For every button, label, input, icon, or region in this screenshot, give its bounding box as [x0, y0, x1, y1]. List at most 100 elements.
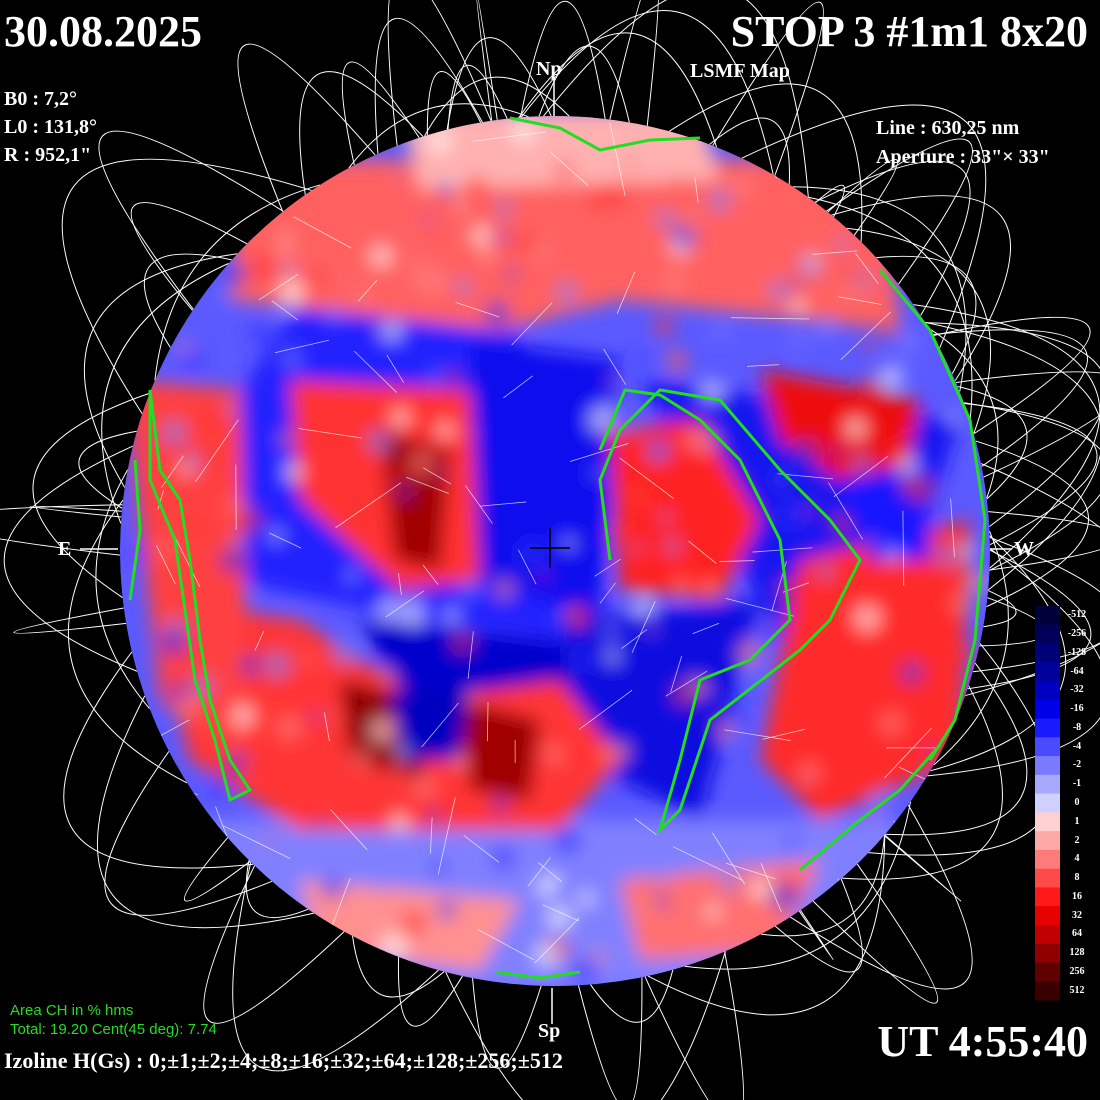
field-speckle: [727, 708, 749, 730]
field-speckle: [450, 177, 460, 187]
field-speckle: [283, 461, 304, 482]
field-line: [171, 917, 200, 942]
field-speckle: [567, 603, 587, 623]
field-line: [812, 250, 858, 255]
field-speckle: [375, 326, 385, 336]
field-line: [609, 122, 626, 196]
field-speckle: [750, 878, 772, 900]
field-speckle: [379, 932, 408, 961]
field-line: [924, 321, 1100, 591]
field-speckle: [906, 475, 933, 503]
ut-time: UT 4:55:40: [877, 1017, 1088, 1066]
field-line: [357, 280, 378, 302]
field-speckle: [322, 747, 335, 761]
field-speckle: [815, 315, 837, 338]
field-speckle: [679, 433, 695, 449]
field-speckle: [446, 369, 461, 383]
field-line: [760, 834, 886, 937]
field-speckle: [366, 428, 393, 455]
disk-center-cross: [530, 528, 570, 568]
field-speckle: [400, 599, 425, 625]
colorbar-swatch: [1035, 831, 1060, 851]
field-line: [774, 878, 863, 973]
colorbar-label: -512: [1067, 609, 1087, 621]
field-speckle: [470, 225, 492, 246]
field-line: [902, 891, 943, 895]
colorbar-label: 1: [1074, 815, 1080, 827]
field-line: [104, 751, 273, 916]
field-speckle: [156, 540, 174, 558]
colorbar-swatch: [1035, 718, 1060, 738]
field-speckle: [804, 506, 814, 516]
ch-contour: [494, 970, 581, 980]
field-line: [840, 311, 892, 360]
field-line: [143, 253, 232, 348]
field-speckle: [546, 904, 572, 931]
field-line: [503, 375, 533, 399]
field-speckle: [960, 544, 975, 559]
field-speckle: [540, 572, 549, 581]
field-speckle: [218, 288, 231, 301]
field-speckle: [281, 348, 303, 370]
field-speckle: [764, 560, 774, 570]
polarity-region: [230, 160, 900, 330]
field-speckle: [830, 445, 843, 458]
field-speckle: [631, 489, 655, 513]
field-speckle: [495, 231, 509, 244]
field-line: [237, 43, 376, 212]
field-speckle: [424, 214, 434, 224]
field-speckle: [897, 332, 920, 354]
field-speckle: [515, 233, 536, 255]
field-speckle: [177, 340, 192, 355]
field-speckle: [605, 649, 620, 664]
field-speckle: [188, 518, 204, 535]
field-speckle: [511, 120, 536, 144]
field-line: [209, 219, 263, 226]
ch-contour: [878, 269, 987, 761]
field-speckle: [882, 327, 895, 339]
field-line: [158, 214, 188, 234]
field-speckle: [614, 742, 632, 760]
field-line: [979, 974, 990, 986]
field-line: [837, 878, 848, 913]
field-speckle: [948, 413, 959, 423]
field-speckle: [430, 859, 447, 876]
field-speckle: [229, 534, 247, 552]
field-speckle: [395, 745, 408, 758]
field-line: [511, 302, 553, 346]
field-speckle: [705, 904, 721, 919]
field-speckle: [240, 654, 261, 676]
colorbar-label: -2: [1072, 759, 1082, 771]
field-speckle: [351, 747, 373, 769]
polarity-region: [610, 420, 760, 600]
field-speckle: [400, 910, 427, 936]
polarity-region: [400, 116, 720, 190]
colorbar-swatch: [1035, 868, 1060, 888]
field-line: [330, 809, 368, 851]
field-line: [762, 728, 805, 740]
field-speckle: [897, 455, 918, 476]
colorbar-label: -32: [1070, 684, 1084, 696]
field-line: [352, 935, 445, 998]
polarity-region: [460, 700, 540, 800]
field-line: [520, 10, 774, 175]
field-speckle: [517, 379, 529, 391]
field-speckle: [655, 209, 675, 229]
field-line: [472, 131, 547, 142]
field-speckle: [648, 625, 657, 634]
ch-area-stats: Total: 19.20 Cent(45 deg): 7.74: [10, 1021, 217, 1038]
field-line: [603, 348, 627, 385]
field-speckle: [571, 648, 593, 670]
field-speckle: [853, 604, 881, 632]
field-line: [665, 670, 708, 697]
field-speckle: [951, 592, 974, 616]
field-speckle: [795, 439, 818, 462]
field-line: [258, 273, 299, 301]
field-speckle: [347, 570, 357, 581]
field-speckle: [397, 484, 412, 500]
field-line: [712, 832, 746, 885]
field-speckle: [729, 173, 754, 198]
field-line: [833, 455, 889, 498]
field-line: [437, 797, 456, 875]
field-speckle: [831, 514, 851, 534]
